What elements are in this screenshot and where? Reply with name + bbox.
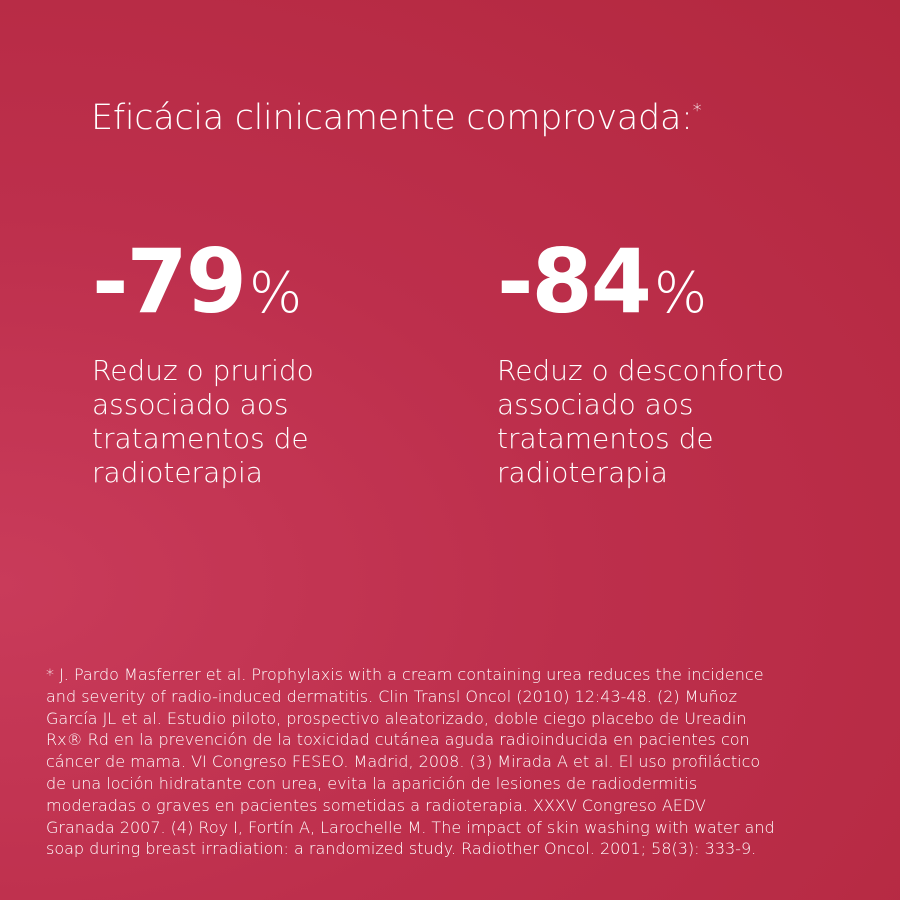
- stat-value: -79%: [92, 238, 314, 326]
- headline: Eficácia clinicamente comprovada:*: [91, 98, 702, 138]
- stat-number: -79: [92, 230, 247, 333]
- description-line: associado aos: [497, 388, 694, 421]
- stat-unit: %: [653, 261, 708, 326]
- footnote-line: moderadas o graves en pacientes sometida…: [46, 795, 706, 815]
- stat-number: -84: [497, 230, 652, 333]
- description-line: associado aos: [92, 388, 289, 421]
- stat-discomfort: -84% Reduz o desconforto associado aos t…: [497, 238, 784, 490]
- description-line: tratamentos de: [92, 422, 309, 455]
- stat-description: Reduz o desconforto associado aos tratam…: [497, 354, 784, 490]
- references-footnote: * J. Pardo Masferrer et al. Prophylaxis …: [46, 664, 775, 860]
- footnote-marker: *: [692, 100, 702, 121]
- footnote-line: soap during breast irradiation: a random…: [46, 839, 757, 859]
- stat-pruritus: -79% Reduz o prurido associado aos trata…: [92, 238, 314, 490]
- footnote-line: de una loción hidratante con urea, evita…: [46, 773, 698, 793]
- footnote-line: García JL et al. Estudio piloto, prospec…: [46, 708, 747, 728]
- footnote-line: Rx® Rd en la prevención de la toxicidad …: [46, 730, 750, 750]
- description-line: tratamentos de: [497, 422, 714, 455]
- footnote-line: Granada 2007. (4) Roy I, Fortín A, Laroc…: [46, 817, 775, 837]
- description-line: Reduz o desconforto: [497, 354, 785, 387]
- description-line: radioterapia: [497, 456, 668, 489]
- description-line: Reduz o prurido: [92, 354, 314, 387]
- stat-description: Reduz o prurido associado aos tratamento…: [92, 354, 314, 490]
- stat-unit: %: [248, 261, 303, 326]
- footnote-line: cáncer de mama. VI Congreso FESEO. Madri…: [46, 752, 761, 772]
- headline-text: Eficácia clinicamente comprovada:: [91, 98, 693, 138]
- footnote-line: and severity of radio-induced dermatitis…: [46, 686, 737, 706]
- stat-value: -84%: [497, 238, 784, 326]
- description-line: radioterapia: [92, 456, 263, 489]
- footnote-line: * J. Pardo Masferrer et al. Prophylaxis …: [46, 665, 764, 684]
